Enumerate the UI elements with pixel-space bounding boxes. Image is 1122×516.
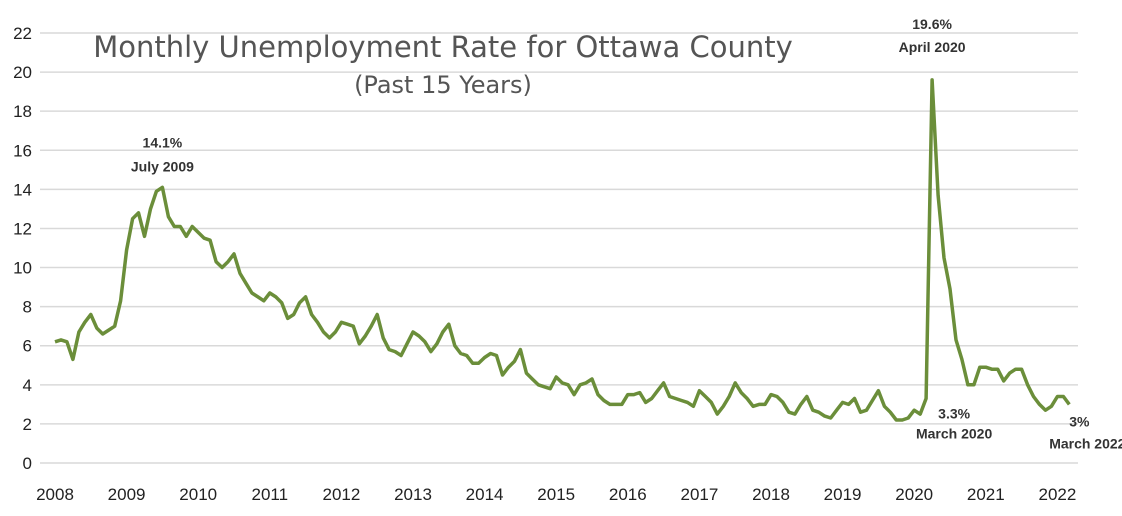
x-tick-label: 2020	[895, 485, 933, 504]
annotation-label: April 2020	[899, 39, 966, 55]
annotation-label: March 2020	[916, 426, 992, 442]
x-tick-label: 2012	[322, 485, 360, 504]
y-axis-ticks: 0 2 4 6 8 10 12 14 16 18 20 22	[13, 24, 32, 473]
x-tick-label: 2009	[108, 485, 146, 504]
x-tick-label: 2019	[824, 485, 862, 504]
y-tick-label: 14	[13, 180, 32, 199]
y-tick-label: 10	[13, 259, 32, 278]
y-tick-label: 16	[13, 141, 32, 160]
annotation-value: 3%	[1069, 413, 1090, 429]
x-tick-label: 2022	[1038, 485, 1076, 504]
x-tick-label: 2016	[609, 485, 647, 504]
x-tick-label: 2015	[537, 485, 575, 504]
chart-title: Monthly Unemployment Rate for Ottawa Cou…	[93, 30, 793, 64]
annotation-label: March 2022	[1049, 435, 1122, 451]
y-tick-label: 0	[23, 454, 32, 473]
y-tick-label: 22	[13, 24, 32, 43]
annotation-value: 19.6%	[912, 16, 952, 32]
x-tick-label: 2011	[252, 485, 289, 504]
y-tick-label: 20	[13, 63, 32, 82]
x-tick-label: 2013	[394, 485, 432, 504]
x-tick-label: 2018	[752, 485, 790, 504]
y-tick-label: 4	[23, 376, 32, 395]
series-line-unemployment	[54, 78, 1071, 422]
y-tick-label: 12	[13, 219, 32, 238]
annotations: 14.1% July 2009 19.6% April 2020 3.3% March 2…	[131, 16, 1122, 451]
x-tick-label: 2014	[466, 485, 504, 504]
annotation-label: July 2009	[131, 158, 194, 174]
x-tick-label: 2017	[680, 485, 718, 504]
x-tick-label: 2008	[36, 485, 74, 504]
y-tick-label: 18	[13, 102, 32, 121]
x-tick-label: 2021	[967, 485, 1005, 504]
x-axis-ticks: 2008 2009 2010 2011 2012 2013 2014 2015 2016 2017…	[36, 485, 1076, 504]
gridlines	[40, 32, 1078, 464]
x-tick-label: 2010	[179, 485, 217, 504]
annotation-value: 14.1%	[143, 134, 183, 150]
annotation-value: 3.3%	[938, 406, 970, 422]
y-tick-label: 8	[23, 298, 32, 317]
y-tick-label: 6	[23, 337, 32, 356]
y-tick-label: 2	[23, 415, 32, 434]
chart-subtitle: (Past 15 Years)	[354, 71, 532, 99]
